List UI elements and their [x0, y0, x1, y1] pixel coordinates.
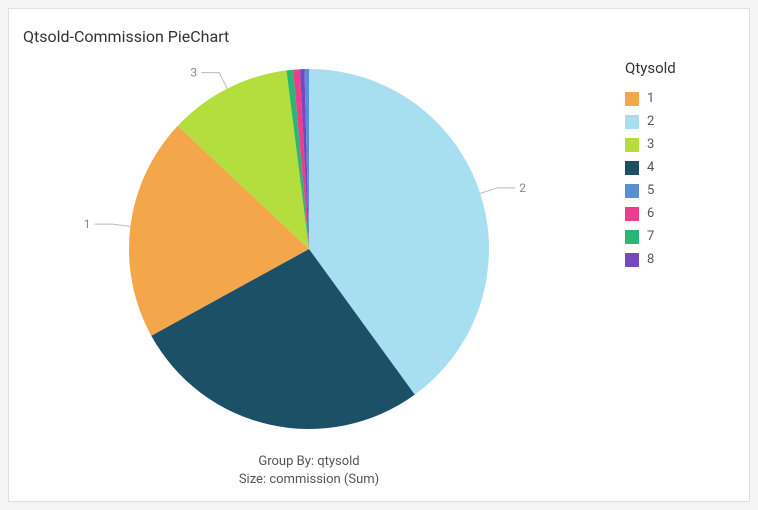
legend-label-2: 2 [647, 114, 654, 129]
legend-swatch-1 [625, 92, 639, 106]
legend-title: Qtysold [625, 59, 725, 77]
chart-footer: Group By: qtysold Size: commission (Sum) [9, 453, 609, 489]
legend-label-4: 4 [647, 160, 654, 175]
slice-label-2: 2 [519, 181, 526, 195]
footer-group-by: Group By: qtysold [9, 453, 609, 471]
chart-card: Qtsold-Commission PieChart 2 1 3 Qtysold 1… [8, 8, 750, 502]
legend-item-1[interactable]: 1 [625, 91, 725, 106]
legend-item-2[interactable]: 2 [625, 114, 725, 129]
chart-title: Qtsold-Commission PieChart [23, 27, 229, 46]
slice-leader-1 [95, 224, 131, 226]
legend-item-7[interactable]: 7 [625, 229, 725, 244]
legend: Qtysold 1 2 3 4 5 6 7 8 [625, 59, 725, 275]
legend-label-3: 3 [647, 137, 654, 152]
footer-size: Size: commission (Sum) [9, 471, 609, 489]
legend-swatch-4 [625, 161, 639, 175]
legend-item-5[interactable]: 5 [625, 183, 725, 198]
legend-item-6[interactable]: 6 [625, 206, 725, 221]
legend-swatch-5 [625, 184, 639, 198]
legend-swatch-8 [625, 253, 639, 267]
legend-item-4[interactable]: 4 [625, 160, 725, 175]
slice-label-3: 3 [190, 66, 197, 80]
legend-swatch-2 [625, 115, 639, 129]
pie-chart: 2 1 3 [9, 49, 609, 459]
legend-label-7: 7 [647, 229, 654, 244]
legend-label-5: 5 [647, 183, 654, 198]
legend-swatch-7 [625, 230, 639, 244]
legend-swatch-3 [625, 138, 639, 152]
legend-label-8: 8 [647, 252, 654, 267]
slice-label-1: 1 [84, 217, 91, 231]
legend-item-8[interactable]: 8 [625, 252, 725, 267]
legend-label-1: 1 [647, 91, 654, 106]
legend-item-3[interactable]: 3 [625, 137, 725, 152]
legend-swatch-6 [625, 207, 639, 221]
slice-leader-2 [480, 188, 515, 194]
legend-label-6: 6 [647, 206, 654, 221]
slice-leader-3 [201, 73, 227, 89]
